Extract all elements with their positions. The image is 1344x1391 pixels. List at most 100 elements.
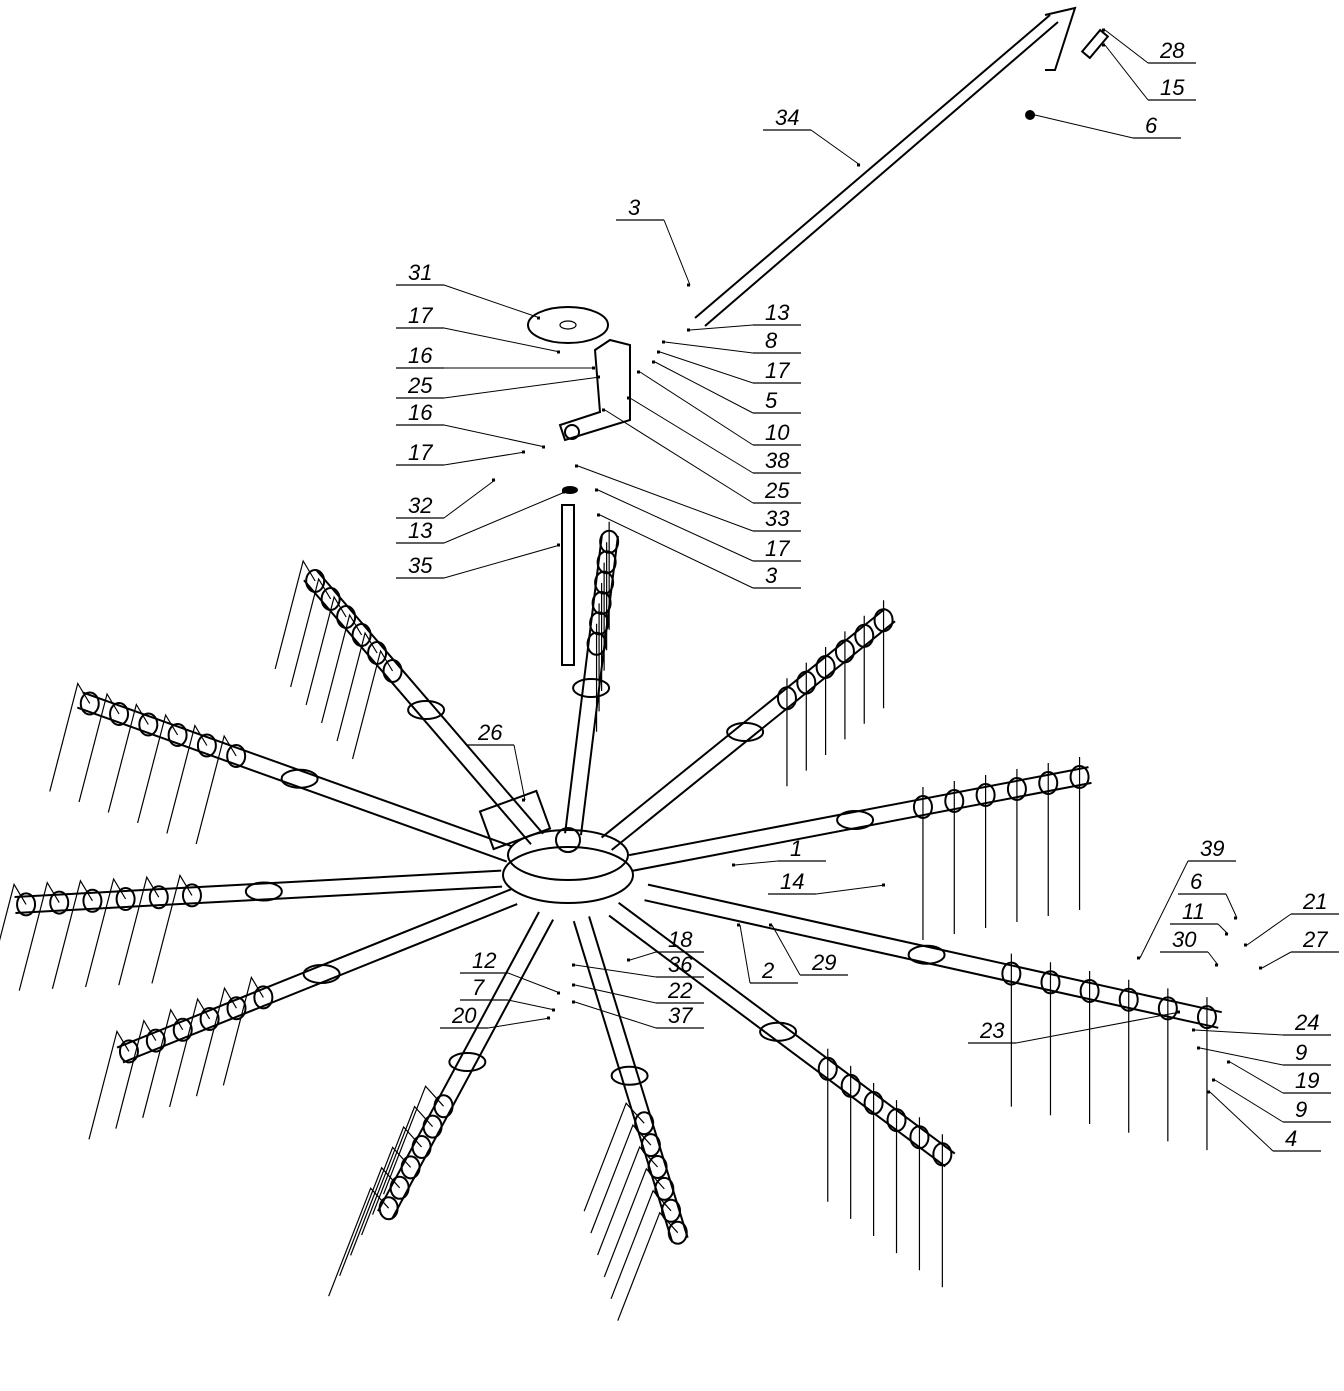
tine (51, 879, 93, 989)
tine (107, 702, 149, 813)
nut (1025, 110, 1035, 120)
clamp (759, 1021, 798, 1042)
tine (88, 1029, 130, 1140)
callout-label: 3 (628, 195, 641, 220)
callout-label: 17 (408, 440, 433, 465)
tine (49, 681, 91, 792)
arm (116, 888, 518, 1064)
tine-coil (115, 887, 136, 911)
callout-label: 25 (764, 478, 790, 503)
leader-line (629, 951, 657, 961)
callout-label: 20 (451, 1003, 477, 1028)
tine-coil (305, 569, 326, 593)
callout-label: 16 (408, 343, 433, 368)
hub (502, 846, 634, 904)
tine (617, 1211, 679, 1321)
clamp (448, 1052, 487, 1072)
callout-label: 28 (1159, 38, 1185, 63)
tine-coil (167, 723, 188, 747)
bracket (558, 338, 631, 442)
clamp (244, 881, 283, 902)
arm (377, 911, 554, 1220)
tine (321, 613, 363, 724)
leader-line (507, 999, 556, 1011)
leader-line (689, 324, 754, 331)
leader-line (443, 451, 526, 466)
leader-line (1217, 923, 1229, 935)
clamp (302, 964, 341, 984)
clamp (572, 678, 611, 698)
callout-label: 30 (1172, 927, 1197, 952)
callout-label: 17 (765, 536, 790, 561)
callout-label: 33 (765, 506, 790, 531)
callout-label: 14 (780, 869, 804, 894)
leader-line (443, 376, 601, 399)
arm (628, 766, 1092, 872)
callout-label: 36 (668, 952, 693, 977)
tine (169, 997, 211, 1108)
tine-coil (79, 691, 100, 716)
rake-drawing (0, 6, 1222, 1321)
callout-label: 13 (765, 300, 790, 325)
callout-label: 7 (472, 975, 485, 1000)
callout-label: 32 (408, 493, 432, 518)
callout-label: 15 (1160, 75, 1185, 100)
tine-coil (411, 1135, 432, 1159)
clamp (407, 700, 446, 720)
leader-line (1199, 1047, 1284, 1066)
leader-line (487, 1017, 551, 1029)
tine (166, 723, 208, 834)
leader-line (1104, 44, 1149, 101)
vertical-shaft (561, 504, 575, 666)
tine-coil (138, 712, 159, 737)
callout-label: 6 (1190, 869, 1203, 894)
tine-coil (196, 733, 217, 758)
bracket-26 (478, 789, 552, 851)
tine-coil (109, 702, 130, 726)
callout-label: 25 (407, 373, 433, 398)
leader-line (629, 397, 754, 474)
tine (328, 1187, 390, 1297)
callout-label: 17 (765, 358, 790, 383)
disc-hole (559, 320, 577, 330)
tine (118, 875, 160, 986)
callout-label: 8 (765, 328, 778, 353)
leader-line (443, 327, 561, 353)
leader-line (654, 361, 754, 414)
leader-line (1104, 29, 1149, 64)
callout-label: 6 (1145, 113, 1158, 138)
tine (372, 1105, 434, 1215)
callout-label: 3 (765, 563, 778, 588)
tine-coil (647, 1155, 668, 1179)
tine-coil (118, 1039, 139, 1064)
callout-label: 22 (667, 978, 692, 1003)
tine-coil (422, 1114, 443, 1139)
tine-coil (382, 659, 403, 683)
tine (115, 1019, 157, 1129)
tine-coil (640, 1133, 661, 1158)
shaft (694, 14, 1051, 319)
tine (583, 1102, 645, 1212)
clamp (610, 1065, 649, 1086)
leader-line (574, 1001, 657, 1029)
callout-label: 2 (761, 958, 774, 983)
tine (603, 1167, 665, 1278)
tine (78, 692, 120, 803)
tine-coil (148, 885, 169, 910)
hub-top (507, 829, 629, 881)
leader-line (815, 884, 886, 895)
leader-line (1194, 1029, 1284, 1036)
leader-line (443, 544, 561, 579)
tine-coil (336, 605, 357, 629)
tine-coil (82, 888, 103, 913)
tine-coil (320, 587, 341, 611)
tine-coil (654, 1176, 675, 1201)
callout-label: 11 (1182, 899, 1205, 924)
tine-coil (400, 1155, 421, 1180)
callout-label: 23 (979, 1018, 1005, 1043)
tine-coil (49, 890, 70, 915)
callout-label: 17 (408, 303, 433, 328)
